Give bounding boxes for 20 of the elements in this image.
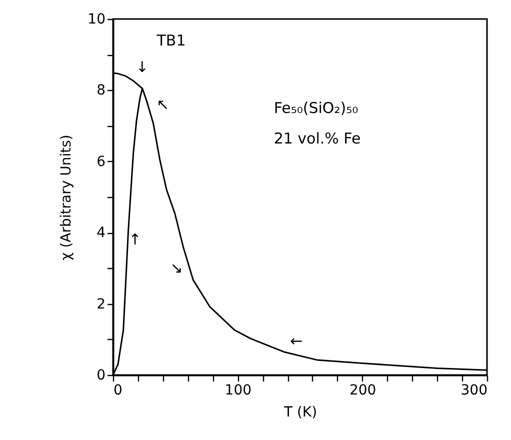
y-tick-label: 10 xyxy=(88,12,106,28)
annotation: ↑ xyxy=(128,230,142,249)
annotation: Fe₅₀(SiO₂)₅₀ xyxy=(274,99,358,117)
annotation: TB1 xyxy=(156,31,186,50)
y-tick-label: 6 xyxy=(96,154,106,170)
x-axis-title: T (K) xyxy=(282,404,318,420)
x-tick-label: 100 xyxy=(224,382,252,398)
annotation: ↓ xyxy=(136,58,148,76)
y-tick-label: 4 xyxy=(96,225,106,242)
annotation: ↘ xyxy=(170,259,183,278)
x-tick-label: 0 xyxy=(114,382,122,398)
y-axis-title: χ (Arbitrary Units) xyxy=(58,134,75,260)
y-tick-label: 0 xyxy=(96,368,106,384)
y-tick-label: 8 xyxy=(96,82,106,99)
annotation: ← xyxy=(290,332,303,350)
annotation: ↖ xyxy=(156,95,170,114)
annotation: 21 vol.% Fe xyxy=(274,129,361,148)
x-tick-label: 200 xyxy=(349,382,376,398)
x-tick-label: 300 xyxy=(460,382,488,398)
y-tick-label: 2 xyxy=(96,296,106,312)
